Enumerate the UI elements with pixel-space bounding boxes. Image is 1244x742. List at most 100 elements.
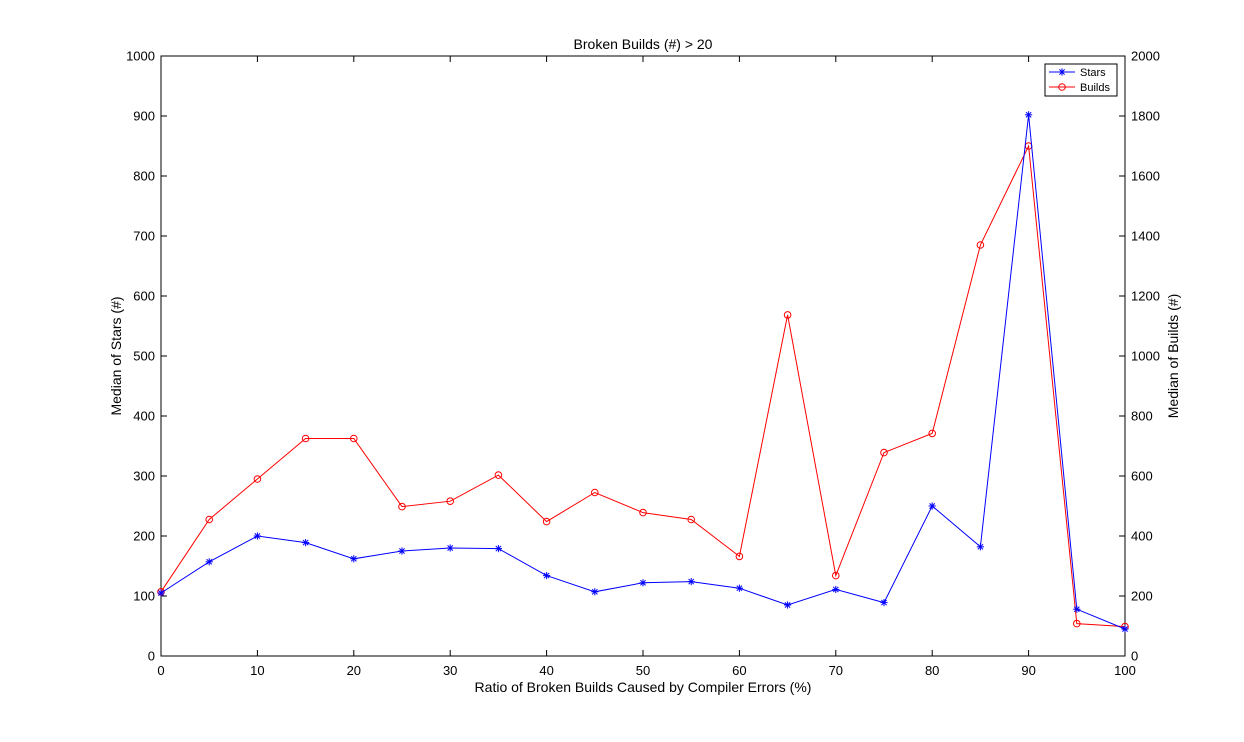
marker-stroke xyxy=(688,578,695,585)
series-line-stars xyxy=(160,114,1126,630)
y-left-tick-label: 400 xyxy=(133,409,155,424)
x-tick-label: 40 xyxy=(539,663,553,678)
y-left-tick-label: 800 xyxy=(133,169,155,184)
axes-layer: 0 10 20 30 40 50 60 70 80 90 100010020030040050060… xyxy=(126,49,1160,679)
y-right-tick-label: 0 xyxy=(1131,649,1138,664)
data-point-stars xyxy=(832,585,840,593)
data-point-builds xyxy=(446,497,455,506)
marker-stroke xyxy=(399,548,405,554)
x-tick-label: 90 xyxy=(1021,663,1035,678)
data-point-stars xyxy=(880,599,888,607)
marker-stroke xyxy=(495,545,502,552)
data-point-stars xyxy=(976,543,984,551)
marker-stroke xyxy=(543,572,550,579)
y-right-tick-label: 800 xyxy=(1131,409,1153,424)
data-point-stars xyxy=(1121,625,1129,633)
data-point-builds xyxy=(976,241,985,249)
data-point-builds xyxy=(928,429,937,438)
x-tick-label: 100 xyxy=(1114,663,1136,678)
y-right-tick-label: 1000 xyxy=(1131,349,1160,364)
marker-stroke xyxy=(158,590,164,596)
data-point-builds xyxy=(494,471,503,479)
data-point-stars xyxy=(543,572,551,580)
marker-stroke xyxy=(206,558,213,565)
data-point-builds xyxy=(687,515,696,524)
data-point-builds xyxy=(301,434,310,443)
legend-box xyxy=(1044,63,1118,97)
data-point-stars xyxy=(591,588,599,596)
y-right-tick-label: 400 xyxy=(1131,529,1153,544)
data-point-stars xyxy=(398,547,406,555)
y-left-tick-label: 700 xyxy=(133,229,155,244)
x-tick-label: 70 xyxy=(829,663,843,678)
data-point-builds xyxy=(832,571,840,580)
data-point-builds xyxy=(880,448,888,457)
marker-stroke xyxy=(977,543,984,550)
marker-stroke xyxy=(929,503,936,509)
marker-stroke xyxy=(591,588,598,595)
y-right-tick-label: 1200 xyxy=(1131,289,1160,304)
series-layer xyxy=(157,111,1129,633)
y-right-tick-label: 2000 xyxy=(1131,49,1160,64)
data-point-stars xyxy=(350,555,358,563)
data-point-builds xyxy=(398,502,406,511)
data-point-stars xyxy=(1073,605,1081,613)
legend-marker xyxy=(1058,83,1066,91)
chart-title: Broken Builds (#) > 20 xyxy=(574,36,713,52)
marker-stroke xyxy=(447,545,454,551)
y-left-tick-label: 1000 xyxy=(126,49,155,64)
data-point-builds xyxy=(639,508,647,517)
data-point-builds xyxy=(735,552,744,561)
data-point-stars xyxy=(687,578,695,586)
data-point-stars xyxy=(735,584,743,592)
data-point-stars xyxy=(446,544,454,552)
legend-item-builds: Builds xyxy=(1049,82,1110,94)
marker-stroke xyxy=(1073,606,1080,613)
x-tick-label: 60 xyxy=(732,663,746,678)
y-right-tick-label: 600 xyxy=(1131,469,1153,484)
y-left-tick-label: 600 xyxy=(133,289,155,304)
data-point-stars xyxy=(157,589,165,597)
x-tick-label: 50 xyxy=(636,663,650,678)
data-point-stars xyxy=(494,545,502,553)
marker-stroke xyxy=(736,585,743,592)
legend-marker xyxy=(1058,68,1066,76)
marker-stroke xyxy=(1025,111,1032,118)
y-axis-label-left: Median of Stars (#) xyxy=(108,296,124,415)
x-tick-label: 10 xyxy=(250,663,264,678)
legend: Stars Builds xyxy=(1044,63,1118,97)
series-line-builds xyxy=(160,144,1126,628)
marker-stroke xyxy=(1059,69,1065,75)
data-point-builds xyxy=(783,311,792,319)
x-axis-label: Ratio of Broken Builds Caused by Compile… xyxy=(475,679,812,695)
marker-stroke xyxy=(784,602,791,608)
series-builds xyxy=(157,142,1129,631)
data-point-stars xyxy=(1025,111,1033,119)
legend-item-stars: Stars xyxy=(1049,67,1106,79)
y-left-tick-label: 100 xyxy=(133,589,155,604)
data-point-builds xyxy=(350,434,358,443)
legend-label: Stars xyxy=(1080,67,1106,79)
x-tick-label: 20 xyxy=(347,663,361,678)
data-point-stars xyxy=(302,539,310,547)
data-point-builds xyxy=(205,515,213,524)
marker-stroke xyxy=(640,579,646,586)
y-left-tick-label: 500 xyxy=(133,349,155,364)
marker-stroke xyxy=(350,555,357,562)
y-right-tick-label: 1600 xyxy=(1131,169,1160,184)
data-point-builds xyxy=(542,517,551,526)
data-point-stars xyxy=(928,502,936,510)
marker-stroke xyxy=(254,533,261,539)
data-point-builds xyxy=(1073,619,1081,628)
series-stars xyxy=(157,111,1129,633)
marker-stroke xyxy=(881,599,887,606)
y-left-tick-label: 200 xyxy=(133,529,155,544)
data-point-stars xyxy=(205,558,213,566)
marker-stroke xyxy=(1122,626,1128,632)
y-left-tick-label: 300 xyxy=(133,469,155,484)
data-point-stars xyxy=(784,601,792,609)
data-point-builds xyxy=(591,488,599,497)
marker-stroke xyxy=(832,586,839,593)
